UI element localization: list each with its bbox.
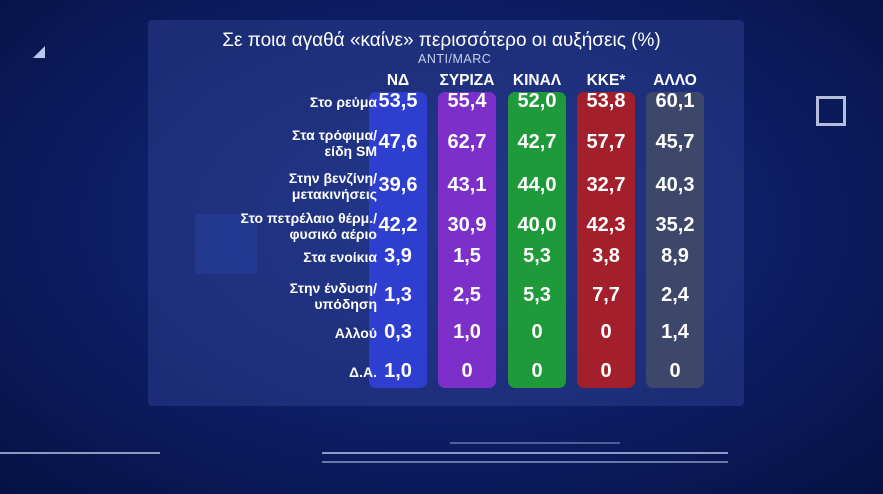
row-label: Αλλού (334, 325, 377, 341)
table-cell: 3,8 (592, 245, 620, 267)
column-header: ΚΙΝΑΛ (512, 72, 562, 89)
table-cell: 0 (600, 360, 612, 382)
table-cell: 2,5 (453, 284, 481, 306)
chart-title: Σε ποια αγαθά «καίνε» περισσότερο οι αυξ… (222, 30, 661, 51)
table-cell: 1,0 (384, 360, 412, 382)
table-cell: 43,1 (447, 174, 487, 196)
row-label: Στο ρεύμα (309, 94, 377, 110)
table-cell: 45,7 (655, 131, 695, 153)
table-cell: 57,7 (586, 131, 626, 153)
table-cell: 55,4 (447, 90, 487, 112)
column-header: ΣΥΡΙΖΑ (439, 72, 495, 89)
table-cell: 0 (669, 360, 681, 382)
table-cell: 40,0 (517, 214, 557, 236)
table-cell: 0 (531, 321, 543, 343)
table-cell: 1,0 (453, 321, 481, 343)
table-cell: 30,9 (447, 214, 487, 236)
table-cell: 2,4 (661, 284, 689, 306)
table-cell: 8,9 (661, 245, 689, 267)
table-cell: 53,8 (586, 90, 626, 112)
column-band (577, 92, 635, 388)
table-cell: 42,3 (586, 214, 626, 236)
table-cell: 47,6 (378, 131, 418, 153)
table-cell: 1,3 (384, 284, 412, 306)
table-cell: 0 (461, 360, 473, 382)
table-cell: 5,3 (523, 245, 551, 267)
square-outline-icon (816, 96, 846, 126)
row-label: Στα τρόφιμα/ είδη SM (292, 127, 377, 159)
table-cell: 62,7 (447, 131, 487, 153)
table-cell: 7,7 (592, 284, 620, 306)
table-cell: 0 (600, 321, 612, 343)
table-cell: 0 (531, 360, 543, 382)
table-cell: 53,5 (378, 90, 418, 112)
table-cell: 5,3 (523, 284, 551, 306)
table-cell: 42,2 (378, 214, 418, 236)
row-label: Στο πετρέλαιο θέρμ./ φυσικό αέριο (240, 210, 378, 242)
table-cell: 0,3 (384, 321, 412, 343)
column-header: ΝΔ (386, 72, 410, 89)
table-cell: 52,0 (517, 90, 557, 112)
column-band (508, 92, 566, 388)
table-cell: 32,7 (586, 174, 626, 196)
column-band (646, 92, 704, 388)
table-cell: 40,3 (655, 174, 695, 196)
row-label: Δ.Α. (349, 364, 377, 380)
column-band (369, 92, 427, 388)
table-cell: 42,7 (517, 131, 557, 153)
row-label: Στην ένδυση/ υπόδηση (289, 280, 377, 312)
table-cell: 39,6 (378, 174, 418, 196)
table-cell: 3,9 (384, 245, 412, 267)
row-label: Στην βενζίνη/ μετακινήσεις (288, 170, 377, 202)
table-cell: 1,5 (453, 245, 481, 267)
table-cell: 60,1 (655, 90, 695, 112)
table-cell: 35,2 (655, 214, 695, 236)
column-header: ΚΚΕ* (586, 72, 626, 89)
column-band (438, 92, 496, 388)
source-label: ANTI/MARC (418, 52, 492, 66)
row-label: Στα ενοίκια (303, 249, 377, 265)
table-cell: 1,4 (661, 321, 689, 343)
table-cell: 44,0 (517, 174, 557, 196)
column-header: ΑΛΛΟ (653, 72, 697, 89)
